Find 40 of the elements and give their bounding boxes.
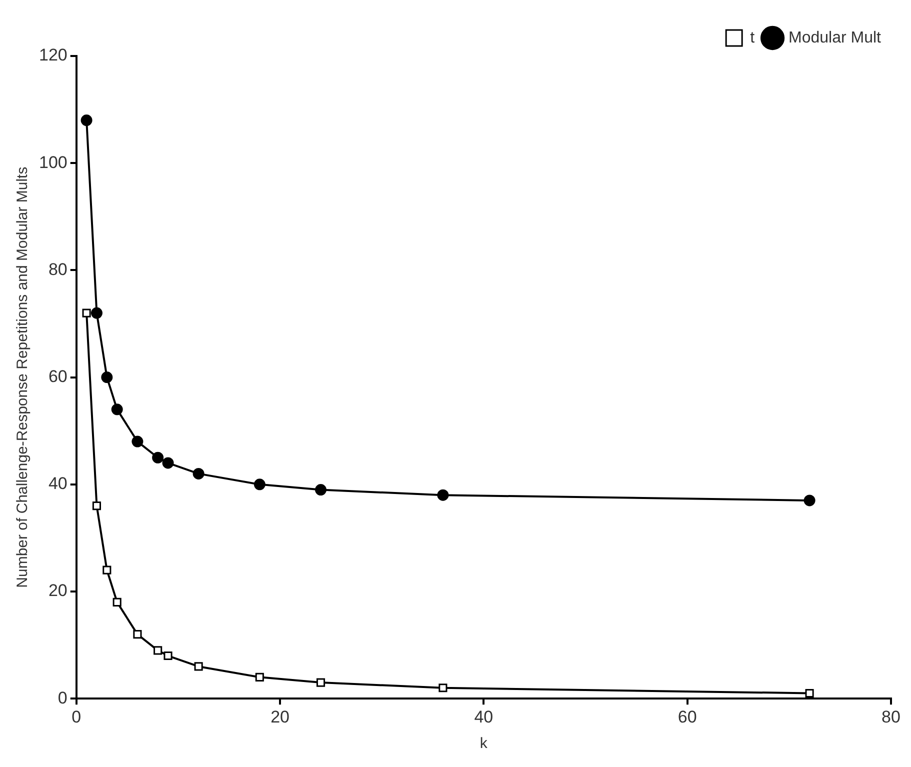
x-axis-title: k xyxy=(480,735,488,752)
point xyxy=(133,630,142,639)
x-tick-label: 40 xyxy=(474,707,494,726)
point xyxy=(804,494,816,506)
point xyxy=(82,308,91,318)
point xyxy=(255,672,264,682)
y-tick-label: 40 xyxy=(48,474,68,494)
point xyxy=(162,457,174,469)
y-tick-label: 60 xyxy=(48,366,68,386)
point xyxy=(112,598,122,606)
y-axis-title: Number of Challenge-Response Repetitions and Modular Mults xyxy=(14,166,32,588)
point xyxy=(152,452,164,464)
point xyxy=(154,646,162,655)
y-tick-label: 20 xyxy=(48,581,68,600)
point xyxy=(102,566,112,574)
point xyxy=(805,688,814,698)
point xyxy=(438,684,448,692)
x-tick-label: 80 xyxy=(882,707,900,726)
point xyxy=(90,307,102,319)
legend-label: Modular Mult xyxy=(788,29,882,46)
point xyxy=(315,484,327,496)
point xyxy=(92,502,102,510)
x-tick-label: 60 xyxy=(678,707,697,726)
y-tick-label: 120 xyxy=(38,46,68,65)
x-tick-label: 20 xyxy=(270,707,290,726)
x-tick-label: 0 xyxy=(72,707,82,726)
y-tick-label: 0 xyxy=(58,688,68,708)
y-tick-label: 80 xyxy=(48,260,68,279)
point xyxy=(101,372,113,384)
point xyxy=(132,436,144,448)
point xyxy=(254,478,266,490)
y-tick-label: 100 xyxy=(38,152,68,172)
point xyxy=(80,114,92,126)
point xyxy=(437,489,449,501)
point xyxy=(194,662,203,671)
point xyxy=(164,651,172,660)
point xyxy=(192,468,204,480)
legend-label: t xyxy=(750,29,756,46)
point xyxy=(316,678,326,687)
point xyxy=(111,404,123,416)
